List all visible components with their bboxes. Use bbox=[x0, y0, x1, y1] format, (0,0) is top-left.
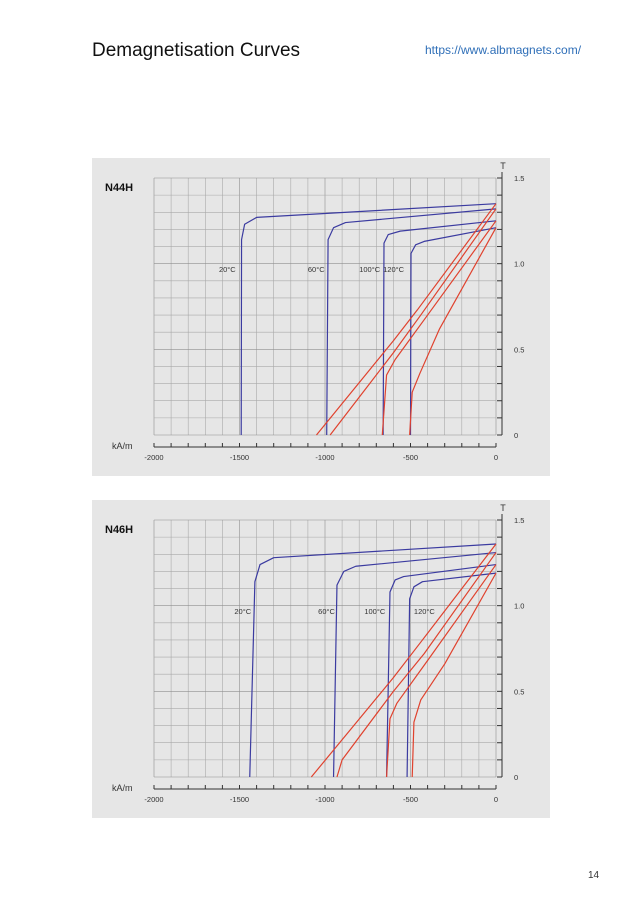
series-j-20c bbox=[315, 203, 497, 436]
page-title: Demagnetisation Curves bbox=[92, 40, 301, 61]
y-axis-label: T bbox=[500, 503, 506, 513]
x-axis bbox=[153, 443, 497, 448]
series-bh-60c bbox=[332, 551, 497, 778]
temperature-label: 60°C bbox=[318, 607, 335, 616]
x-tick-label: -1000 bbox=[315, 453, 334, 462]
temperature-label: 120°C bbox=[383, 265, 405, 274]
x-tick-label: 0 bbox=[494, 453, 498, 462]
series-j-60c bbox=[336, 552, 497, 778]
series-j-100c bbox=[381, 220, 497, 436]
temperature-label: 100°C bbox=[359, 265, 381, 274]
chart-svg-n44h: 0 0.5 1.0 1.5 T -2000 -1500 -1000 -500 0 kA/m N44H 2… bbox=[105, 161, 524, 462]
x-tick-label: -500 bbox=[403, 453, 418, 462]
x-tick-label: -500 bbox=[403, 795, 418, 804]
x-tick-label: -1500 bbox=[230, 795, 249, 804]
x-axis-label: kA/m bbox=[112, 783, 133, 793]
temperature-label: 20°C bbox=[219, 265, 236, 274]
x-tick-label: -1500 bbox=[230, 453, 249, 462]
y-tick-label: 0.5 bbox=[514, 687, 524, 696]
y-tick-label: 1.5 bbox=[514, 516, 524, 525]
y-axis bbox=[497, 172, 503, 436]
y-tick-label: 0 bbox=[514, 773, 518, 782]
website-link[interactable]: https://www.albmagnets.com/ bbox=[425, 43, 582, 57]
temperature-label: 120°C bbox=[414, 607, 436, 616]
series-j-120c bbox=[409, 227, 497, 436]
x-tick-label: 0 bbox=[494, 795, 498, 804]
y-axis-label: T bbox=[500, 161, 506, 171]
x-axis-label: kA/m bbox=[112, 441, 133, 451]
series-j-100c bbox=[385, 564, 497, 778]
x-tick-label: -2000 bbox=[144, 453, 163, 462]
chart-svg-n46h: 0 0.5 1.0 1.5 T -2000 -1500 -1000 -500 0 kA/m N46H 2… bbox=[105, 503, 524, 804]
y-tick-label: 1.5 bbox=[514, 174, 524, 183]
y-tick-label: 1.0 bbox=[514, 260, 524, 269]
page-number: 14 bbox=[588, 870, 600, 881]
series-bh-20c bbox=[240, 203, 497, 436]
series-bh-60c bbox=[326, 208, 497, 436]
series-bh-100c bbox=[382, 220, 497, 436]
temperature-label: 60°C bbox=[308, 265, 325, 274]
y-tick-label: 0.5 bbox=[514, 345, 524, 354]
chart-panel-n46h: 0 0.5 1.0 1.5 T -2000 -1500 -1000 -500 0 kA/m N46H 2… bbox=[92, 500, 550, 818]
temperature-label: 20°C bbox=[234, 607, 251, 616]
chart-grid bbox=[153, 519, 497, 778]
series-j-120c bbox=[411, 572, 497, 778]
chart-title: N46H bbox=[105, 524, 133, 536]
chart-grid bbox=[153, 177, 497, 436]
series-j-60c bbox=[329, 208, 497, 436]
y-axis bbox=[497, 514, 503, 778]
x-tick-label: -1000 bbox=[315, 795, 334, 804]
y-tick-label: 1.0 bbox=[514, 602, 524, 611]
x-tick-label: -2000 bbox=[144, 795, 163, 804]
y-tick-label: 0 bbox=[514, 431, 518, 440]
chart-panel-n44h: 0 0.5 1.0 1.5 T -2000 -1500 -1000 -500 0 kA/m N44H 2… bbox=[92, 158, 550, 476]
series-j-20c bbox=[310, 543, 497, 778]
x-axis bbox=[153, 785, 497, 790]
temperature-label: 100°C bbox=[364, 607, 386, 616]
chart-title: N44H bbox=[105, 182, 133, 194]
series-bh-20c bbox=[249, 543, 497, 778]
series-bh-120c bbox=[406, 572, 497, 778]
series-bh-120c bbox=[409, 227, 497, 436]
series-bh-100c bbox=[385, 563, 497, 778]
